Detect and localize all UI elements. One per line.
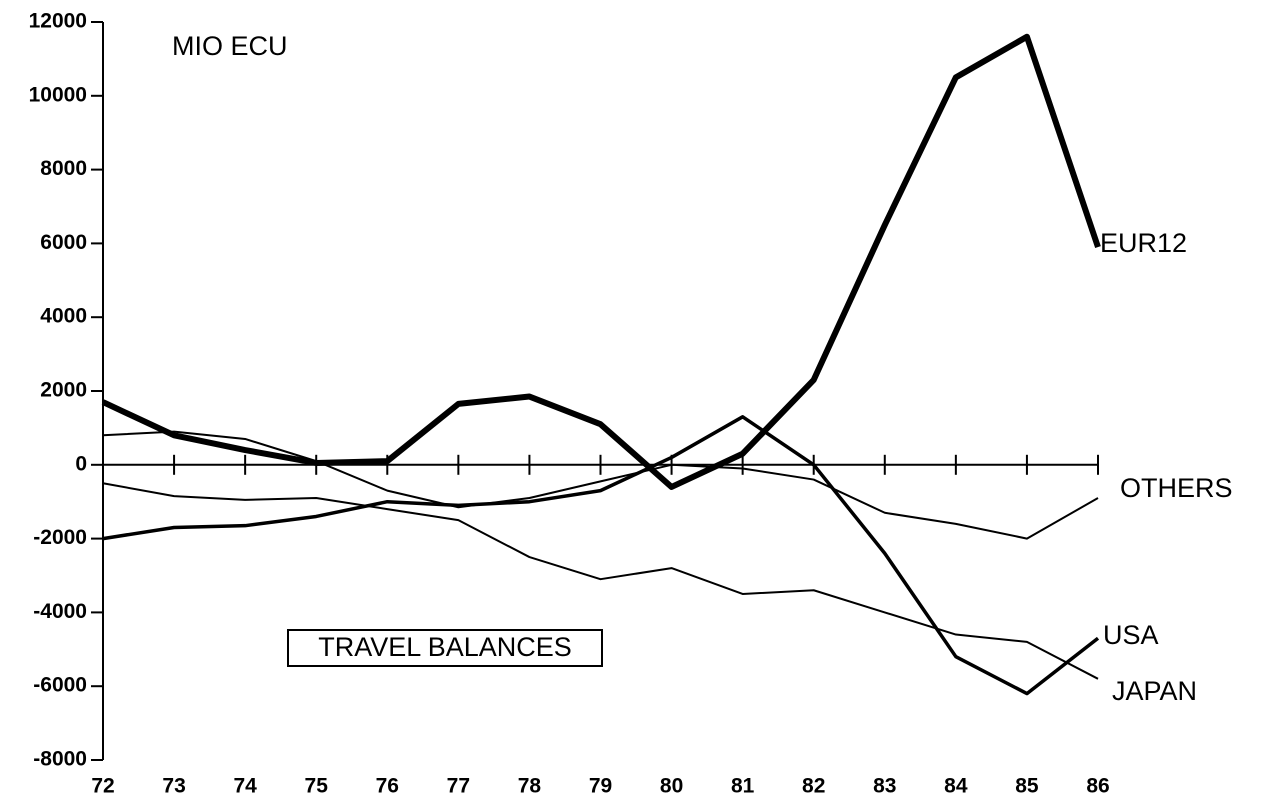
x-tick-label: 74 — [233, 775, 257, 798]
series-label: JAPAN — [1112, 676, 1197, 706]
series-line — [101, 33, 1101, 490]
x-tick-label: 78 — [518, 775, 542, 798]
x-tick-label: 83 — [873, 775, 896, 798]
title-annotation: TRAVEL BALANCES — [318, 632, 572, 662]
x-tick-label: 75 — [305, 775, 329, 798]
series-line — [102, 415, 1100, 696]
y-tick-label: 8000 — [40, 157, 87, 180]
x-tick-label: 81 — [731, 775, 755, 798]
y-tick-label: 6000 — [40, 231, 87, 254]
x-tick-label: 86 — [1086, 775, 1109, 798]
y-tick-label: 4000 — [40, 305, 87, 328]
annotation-box — [287, 629, 603, 667]
y-tick-label: -8000 — [33, 748, 87, 771]
series-label: OTHERS — [1120, 473, 1233, 503]
y-tick-label: -6000 — [33, 674, 87, 697]
x-tick-label: 82 — [802, 775, 825, 798]
series-line — [102, 482, 1099, 680]
x-tick-label: 72 — [91, 775, 114, 798]
y-tick-label: 10000 — [29, 83, 87, 106]
y-tick-label: 0 — [75, 452, 87, 475]
x-tick-label: 84 — [944, 775, 968, 798]
unit-annotation: MIO ECU — [172, 31, 288, 61]
x-tick-label: 79 — [589, 775, 612, 798]
x-tick-label: 85 — [1015, 775, 1039, 798]
y-tick-label: 2000 — [40, 379, 87, 402]
series-line — [102, 430, 1099, 540]
y-tick-label: -2000 — [33, 526, 87, 549]
x-tick-label: 77 — [447, 775, 470, 798]
y-tick-label: -4000 — [33, 600, 87, 623]
series-label: USA — [1103, 620, 1159, 650]
y-tick-label: 12000 — [29, 10, 87, 33]
x-tick-label: 73 — [162, 775, 185, 798]
series-label: EUR12 — [1100, 228, 1187, 258]
x-tick-label: 80 — [660, 775, 683, 798]
x-tick-label: 76 — [376, 775, 399, 798]
